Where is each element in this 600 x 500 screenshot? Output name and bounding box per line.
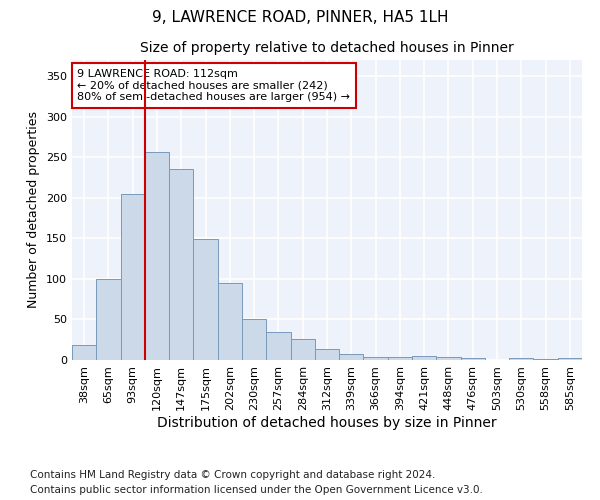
Bar: [339, 354, 364, 360]
Y-axis label: Number of detached properties: Number of detached properties: [28, 112, 40, 308]
Title: Size of property relative to detached houses in Pinner: Size of property relative to detached ho…: [140, 40, 514, 54]
Bar: [169, 170, 193, 360]
Bar: [266, 332, 290, 360]
Bar: [436, 357, 461, 360]
Bar: [242, 318, 266, 360]
Bar: [509, 358, 533, 360]
Bar: [218, 283, 242, 360]
Bar: [461, 358, 485, 360]
Text: Contains HM Land Registry data © Crown copyright and database right 2024.: Contains HM Land Registry data © Crown c…: [30, 470, 436, 480]
Bar: [364, 357, 388, 360]
Bar: [145, 152, 169, 360]
Bar: [121, 194, 145, 360]
Text: 9, LAWRENCE ROAD, PINNER, HA5 1LH: 9, LAWRENCE ROAD, PINNER, HA5 1LH: [152, 10, 448, 25]
Bar: [558, 358, 582, 360]
Bar: [193, 239, 218, 360]
X-axis label: Distribution of detached houses by size in Pinner: Distribution of detached houses by size …: [157, 416, 497, 430]
Bar: [96, 279, 121, 360]
Bar: [290, 339, 315, 360]
Bar: [72, 346, 96, 360]
Bar: [412, 356, 436, 360]
Bar: [315, 348, 339, 360]
Text: Contains public sector information licensed under the Open Government Licence v3: Contains public sector information licen…: [30, 485, 483, 495]
Bar: [388, 357, 412, 360]
Text: 9 LAWRENCE ROAD: 112sqm
← 20% of detached houses are smaller (242)
80% of semi-d: 9 LAWRENCE ROAD: 112sqm ← 20% of detache…: [77, 69, 350, 102]
Bar: [533, 359, 558, 360]
